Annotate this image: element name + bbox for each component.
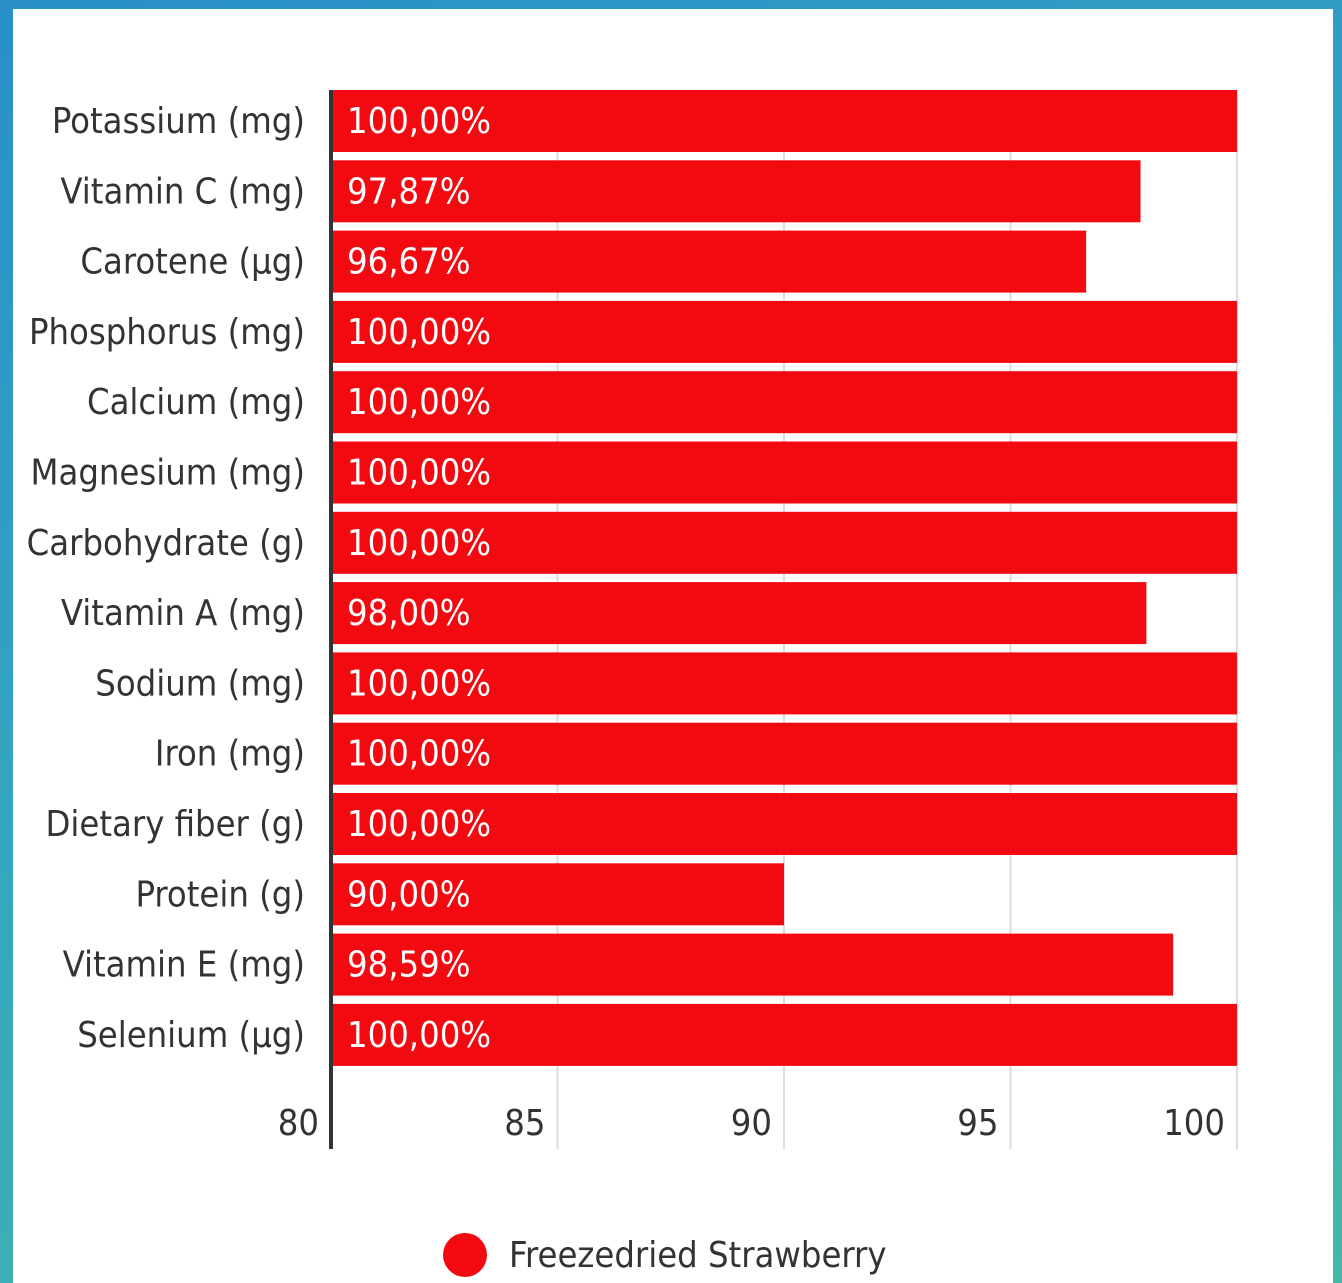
bar: [331, 793, 1237, 855]
x-tick-label: 90: [731, 1103, 772, 1144]
x-tick-label: 85: [504, 1103, 545, 1144]
bar: [331, 300, 1237, 363]
bar-value-label: 100,00%: [347, 663, 491, 704]
category-label: Vitamin A (mg): [61, 593, 305, 634]
legend: Freezedried Strawberry: [443, 1233, 887, 1277]
bar-value-label: 98,59%: [347, 945, 470, 986]
bar-value-label: 96,67%: [347, 242, 470, 283]
bar-value-label: 100,00%: [347, 312, 491, 353]
legend-marker: [443, 1233, 487, 1277]
bar-value-label: 100,00%: [347, 101, 491, 142]
category-label: Sodium (mg): [95, 663, 305, 704]
bar: [331, 371, 1237, 434]
bar-value-label: 98,00%: [347, 593, 470, 634]
bar: [331, 90, 1237, 152]
bar-value-label: 97,87%: [347, 171, 470, 212]
bar: [331, 160, 1141, 223]
bar: [331, 933, 1174, 996]
bar-value-label: 100,00%: [347, 804, 491, 845]
category-label: Carotene (µg): [80, 242, 305, 283]
bar: [331, 582, 1147, 645]
bar: [331, 722, 1237, 785]
category-label: Carbohydrate (g): [27, 523, 305, 564]
category-label: Vitamin C (mg): [60, 171, 305, 212]
category-label: Protein (g): [135, 874, 305, 915]
chart-panel: 100,00% Potassium (mg) 97,87% Vitamin C (mg…: [13, 9, 1333, 1283]
x-tick-label: 95: [957, 1103, 998, 1144]
bar: [331, 230, 1087, 293]
bar-value-label: 100,00%: [347, 523, 491, 564]
bar: [331, 1003, 1237, 1066]
category-label: Calcium (mg): [87, 382, 305, 423]
bar-value-label: 100,00%: [347, 382, 491, 423]
category-label: Phosphorus (mg): [29, 312, 305, 353]
category-label: Vitamin E (mg): [63, 945, 305, 986]
bar-value-label: 100,00%: [347, 734, 491, 775]
x-tick-label: 80: [278, 1103, 319, 1144]
category-label: Selenium (µg): [77, 1015, 305, 1056]
bar-chart: 100,00% Potassium (mg) 97,87% Vitamin C (mg…: [27, 90, 1238, 1149]
bar: [331, 511, 1237, 574]
bar: [331, 441, 1237, 504]
category-label: Iron (mg): [155, 734, 305, 775]
bar-value-label: 100,00%: [347, 1015, 491, 1056]
bar: [331, 652, 1237, 715]
legend-label: Freezedried Strawberry: [509, 1234, 887, 1276]
category-label: Magnesium (mg): [31, 453, 305, 494]
category-label: Potassium (mg): [52, 101, 305, 142]
bar: [331, 863, 784, 926]
bar-value-label: 90,00%: [347, 874, 470, 915]
bar-value-label: 100,00%: [347, 453, 491, 494]
category-label: Dietary fiber (g): [45, 804, 305, 845]
x-tick-label: 100: [1163, 1103, 1225, 1144]
